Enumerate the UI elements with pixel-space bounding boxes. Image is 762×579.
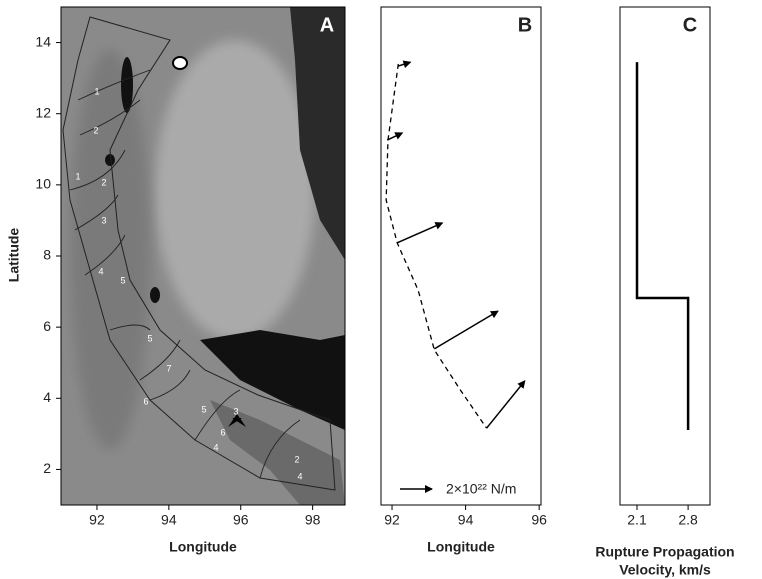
contour-label: 6 xyxy=(220,427,225,437)
contour-label: 5 xyxy=(201,404,206,414)
x-tick-label: 96 xyxy=(531,512,547,528)
x-axis-title: Rupture Propagation xyxy=(595,544,734,560)
force-arrow xyxy=(433,310,499,350)
x-axis-title: Longitude xyxy=(427,539,495,555)
contour-label: 4 xyxy=(213,442,218,452)
x-tick-label: 94 xyxy=(458,512,474,528)
contour-label: 6 xyxy=(143,396,148,406)
contour-label: 5 xyxy=(147,333,152,343)
x-tick-label: 94 xyxy=(161,512,177,528)
panel-label: B xyxy=(518,14,532,36)
contour-label: 2 xyxy=(93,125,98,135)
panel-frame xyxy=(619,6,711,506)
x-tick-label: 92 xyxy=(89,512,105,528)
y-axis-title: Latitude xyxy=(6,228,22,283)
y-tick-label: 6 xyxy=(43,318,51,334)
map-image xyxy=(61,7,345,505)
contour-label: 1 xyxy=(94,86,99,96)
force-arrow xyxy=(485,380,526,429)
legend-label: 2×10²² N/m xyxy=(446,481,516,497)
x-tick-label: 92 xyxy=(384,512,400,528)
contour-label: 4 xyxy=(297,471,302,481)
y-tick-label: 2 xyxy=(43,460,51,476)
data-line xyxy=(385,63,488,429)
legend: 2×10²² N/m xyxy=(400,481,516,497)
y-tick-label: 4 xyxy=(43,389,51,405)
y-tick-label: 10 xyxy=(35,176,51,192)
contour-label: 1 xyxy=(75,171,80,181)
contour-label: 2 xyxy=(294,454,299,464)
contour-label: 2 xyxy=(101,177,106,187)
panel-frame xyxy=(380,6,542,506)
x-tick-label: 96 xyxy=(233,512,249,528)
x-tick-label: 98 xyxy=(305,512,321,528)
force-arrow xyxy=(386,132,404,141)
contour-label: 3 xyxy=(101,215,106,225)
data-line xyxy=(635,62,690,430)
x-axis-title: Longitude xyxy=(169,539,237,555)
y-tick-label: 12 xyxy=(35,104,51,120)
panel-label: A xyxy=(320,14,334,36)
contour-label: 4 xyxy=(98,266,103,276)
panel-label: C xyxy=(683,14,697,36)
y-tick-label: 8 xyxy=(43,247,51,263)
x-tick-label: 2.1 xyxy=(627,512,647,528)
force-arrow xyxy=(396,222,444,244)
y-tick-label: 14 xyxy=(35,33,51,49)
force-arrow xyxy=(398,60,412,69)
x-tick-label: 2.8 xyxy=(678,512,698,528)
contour-label: 7 xyxy=(166,363,171,373)
contour-label: 5 xyxy=(120,275,125,285)
contour-label: 3 xyxy=(233,406,238,416)
x-axis-title: Velocity, km/s xyxy=(619,562,711,578)
